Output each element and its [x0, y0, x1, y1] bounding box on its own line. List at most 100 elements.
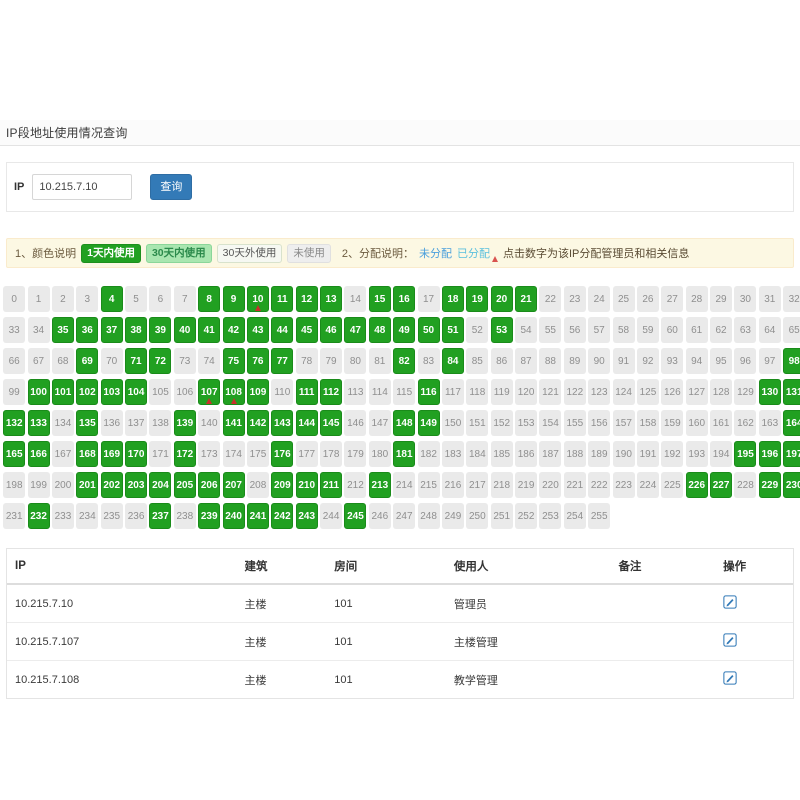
ip-cell-37[interactable]: 37: [100, 317, 123, 343]
ip-cell-127[interactable]: 127: [685, 379, 708, 405]
ip-cell-243[interactable]: 243: [295, 503, 318, 529]
ip-cell-84[interactable]: 84: [441, 348, 464, 374]
ip-cell-26[interactable]: 26: [636, 286, 659, 312]
ip-cell-197[interactable]: 197: [783, 441, 800, 467]
ip-cell-156[interactable]: 156: [588, 410, 611, 436]
ip-cell-58[interactable]: 58: [612, 317, 635, 343]
ip-cell-171[interactable]: 171: [149, 441, 172, 467]
ip-cell-145[interactable]: 145: [320, 410, 343, 436]
ip-cell-45[interactable]: 45: [295, 317, 318, 343]
ip-cell-3[interactable]: 3: [76, 286, 99, 312]
ip-cell-120[interactable]: 120: [515, 379, 538, 405]
ip-cell-221[interactable]: 221: [563, 472, 586, 498]
ip-cell-206[interactable]: 206: [198, 472, 221, 498]
ip-cell-106[interactable]: 106: [173, 379, 196, 405]
ip-cell-236[interactable]: 236: [125, 503, 148, 529]
ip-cell-91[interactable]: 91: [612, 348, 635, 374]
ip-cell-16[interactable]: 16: [393, 286, 416, 312]
ip-cell-168[interactable]: 168: [76, 441, 99, 467]
ip-cell-111[interactable]: 111: [295, 379, 318, 405]
ip-cell-247[interactable]: 247: [393, 503, 416, 529]
ip-cell-181[interactable]: 181: [393, 441, 416, 467]
ip-cell-8[interactable]: 8: [198, 286, 221, 312]
ip-cell-6[interactable]: 6: [149, 286, 172, 312]
ip-cell-19[interactable]: 19: [466, 286, 489, 312]
ip-cell-212[interactable]: 212: [344, 472, 367, 498]
ip-cell-240[interactable]: 240: [222, 503, 245, 529]
ip-cell-251[interactable]: 251: [490, 503, 513, 529]
ip-cell-73[interactable]: 73: [173, 348, 196, 374]
ip-cell-248[interactable]: 248: [417, 503, 440, 529]
ip-cell-129[interactable]: 129: [734, 379, 757, 405]
ip-cell-103[interactable]: 103: [100, 379, 123, 405]
ip-cell-217[interactable]: 217: [466, 472, 489, 498]
ip-cell-136[interactable]: 136: [100, 410, 123, 436]
ip-cell-143[interactable]: 143: [271, 410, 294, 436]
ip-cell-66[interactable]: 66: [3, 348, 26, 374]
ip-cell-214[interactable]: 214: [393, 472, 416, 498]
ip-cell-162[interactable]: 162: [734, 410, 757, 436]
ip-cell-189[interactable]: 189: [588, 441, 611, 467]
ip-cell-69[interactable]: 69: [76, 348, 99, 374]
ip-cell-144[interactable]: 144: [295, 410, 318, 436]
edit-icon[interactable]: [723, 633, 737, 647]
ip-cell-10[interactable]: 10: [246, 286, 269, 312]
ip-cell-239[interactable]: 239: [198, 503, 221, 529]
ip-cell-173[interactable]: 173: [198, 441, 221, 467]
ip-cell-63[interactable]: 63: [734, 317, 757, 343]
ip-cell-133[interactable]: 133: [27, 410, 50, 436]
ip-cell-82[interactable]: 82: [393, 348, 416, 374]
ip-cell-99[interactable]: 99: [3, 379, 26, 405]
ip-cell-29[interactable]: 29: [710, 286, 733, 312]
ip-cell-163[interactable]: 163: [758, 410, 781, 436]
ip-cell-68[interactable]: 68: [51, 348, 74, 374]
ip-cell-76[interactable]: 76: [246, 348, 269, 374]
ip-cell-179[interactable]: 179: [344, 441, 367, 467]
ip-cell-14[interactable]: 14: [344, 286, 367, 312]
ip-cell-39[interactable]: 39: [149, 317, 172, 343]
ip-cell-201[interactable]: 201: [76, 472, 99, 498]
ip-cell-17[interactable]: 17: [417, 286, 440, 312]
ip-cell-81[interactable]: 81: [368, 348, 391, 374]
ip-cell-13[interactable]: 13: [320, 286, 343, 312]
ip-cell-132[interactable]: 132: [3, 410, 26, 436]
ip-cell-98[interactable]: 98: [783, 348, 800, 374]
ip-cell-226[interactable]: 226: [685, 472, 708, 498]
ip-cell-222[interactable]: 222: [588, 472, 611, 498]
ip-cell-220[interactable]: 220: [539, 472, 562, 498]
ip-cell-33[interactable]: 33: [3, 317, 26, 343]
ip-cell-203[interactable]: 203: [125, 472, 148, 498]
ip-cell-158[interactable]: 158: [636, 410, 659, 436]
ip-cell-62[interactable]: 62: [710, 317, 733, 343]
ip-cell-148[interactable]: 148: [393, 410, 416, 436]
ip-cell-177[interactable]: 177: [295, 441, 318, 467]
ip-cell-202[interactable]: 202: [100, 472, 123, 498]
cell-action[interactable]: [715, 661, 793, 699]
ip-cell-227[interactable]: 227: [710, 472, 733, 498]
ip-cell-211[interactable]: 211: [320, 472, 343, 498]
ip-cell-0[interactable]: 0: [3, 286, 26, 312]
ip-cell-157[interactable]: 157: [612, 410, 635, 436]
ip-cell-216[interactable]: 216: [441, 472, 464, 498]
ip-cell-80[interactable]: 80: [344, 348, 367, 374]
ip-cell-31[interactable]: 31: [758, 286, 781, 312]
ip-cell-54[interactable]: 54: [515, 317, 538, 343]
ip-cell-20[interactable]: 20: [490, 286, 513, 312]
ip-cell-44[interactable]: 44: [271, 317, 294, 343]
ip-cell-109[interactable]: 109: [246, 379, 269, 405]
ip-cell-151[interactable]: 151: [466, 410, 489, 436]
ip-cell-88[interactable]: 88: [539, 348, 562, 374]
ip-cell-115[interactable]: 115: [393, 379, 416, 405]
ip-cell-5[interactable]: 5: [125, 286, 148, 312]
ip-cell-61[interactable]: 61: [685, 317, 708, 343]
ip-cell-77[interactable]: 77: [271, 348, 294, 374]
ip-cell-85[interactable]: 85: [466, 348, 489, 374]
ip-cell-139[interactable]: 139: [173, 410, 196, 436]
ip-cell-225[interactable]: 225: [661, 472, 684, 498]
ip-cell-207[interactable]: 207: [222, 472, 245, 498]
cell-action[interactable]: [715, 584, 793, 623]
ip-cell-79[interactable]: 79: [320, 348, 343, 374]
ip-cell-166[interactable]: 166: [27, 441, 50, 467]
ip-cell-165[interactable]: 165: [3, 441, 26, 467]
ip-cell-193[interactable]: 193: [685, 441, 708, 467]
